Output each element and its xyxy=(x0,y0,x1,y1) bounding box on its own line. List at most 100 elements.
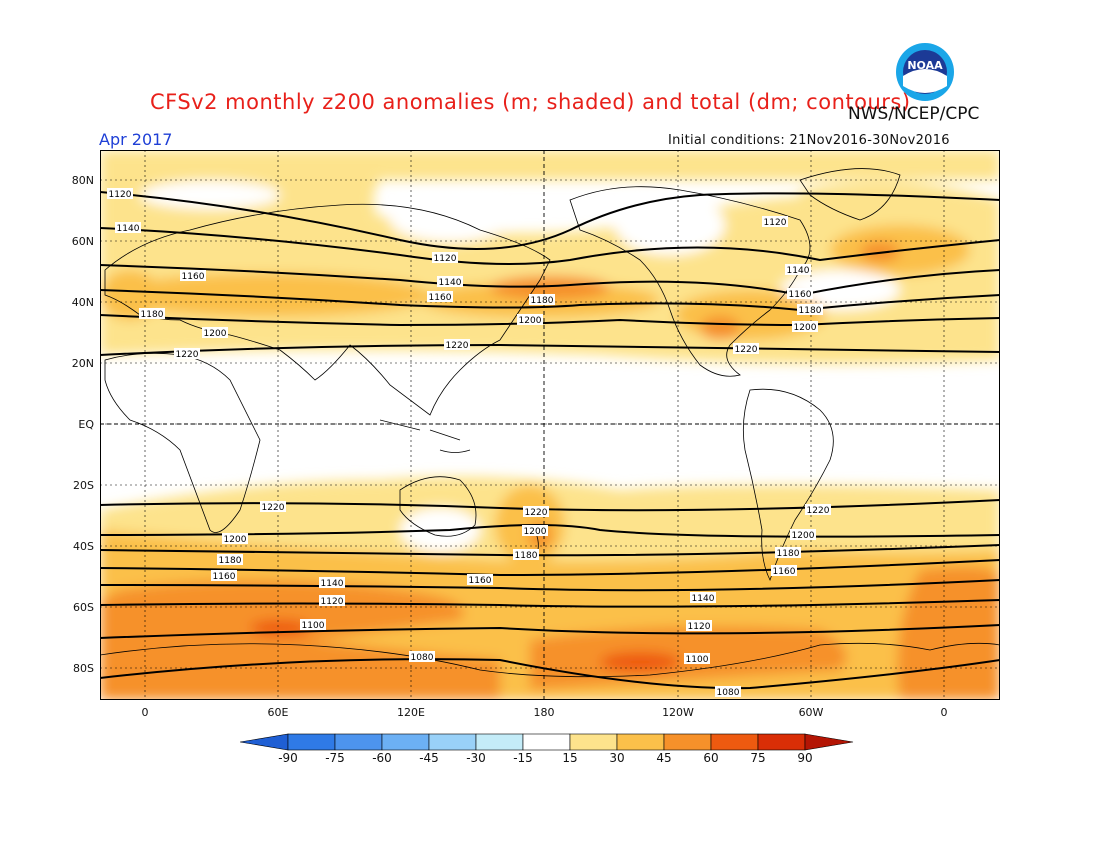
svg-text:1120: 1120 xyxy=(434,254,457,264)
contour-label: 1220 xyxy=(733,343,759,355)
svg-text:1100: 1100 xyxy=(686,655,709,665)
colorbar-segment xyxy=(522,733,571,751)
svg-text:1120: 1120 xyxy=(688,622,711,632)
australia-outline xyxy=(399,476,477,537)
colorbar-segment xyxy=(757,733,806,751)
contour-label: 1120 xyxy=(762,216,788,228)
svg-text:1160: 1160 xyxy=(469,576,492,586)
colorbar-label: -45 xyxy=(419,751,439,765)
initial-conditions: Initial conditions: 21Nov2016-30Nov2016 xyxy=(668,133,950,148)
contour-label: 1200 xyxy=(792,321,818,333)
contour-label: 1200 xyxy=(202,327,228,339)
svg-text:1220: 1220 xyxy=(446,341,469,351)
svg-text:1160: 1160 xyxy=(182,272,205,282)
svg-text:1140: 1140 xyxy=(439,278,462,288)
svg-text:1180: 1180 xyxy=(777,549,800,559)
svg-text:1120: 1120 xyxy=(109,190,132,200)
svg-text:1160: 1160 xyxy=(429,293,452,303)
colorbar-segment xyxy=(240,733,289,751)
contour-label: 1140 xyxy=(437,276,463,288)
contour-label: 1080 xyxy=(715,686,741,698)
colorbar-segments xyxy=(240,733,854,751)
colorbar-segment xyxy=(710,733,759,751)
africa-outline xyxy=(104,352,261,533)
lon-label: 60W xyxy=(798,706,824,719)
colorbar-segment xyxy=(334,733,383,751)
lon-label: 0 xyxy=(141,706,149,719)
svg-text:1220: 1220 xyxy=(735,345,758,355)
contour-label: 1100 xyxy=(300,619,326,631)
contour-label: 1180 xyxy=(775,547,801,559)
svg-text:1200: 1200 xyxy=(519,316,542,326)
colorbar-segment xyxy=(475,733,524,751)
colorbar xyxy=(240,733,854,751)
contour-label: 1220 xyxy=(523,506,549,518)
contour-label: 1100 xyxy=(684,653,710,665)
contour-label: 1160 xyxy=(211,570,237,582)
svg-text:1200: 1200 xyxy=(524,527,547,537)
contour-label: 1080 xyxy=(409,651,435,663)
contour-label: 1140 xyxy=(785,264,811,276)
contour-label: 1120 xyxy=(319,595,345,607)
contour-label: 1200 xyxy=(522,525,548,537)
contour-label: 1160 xyxy=(180,270,206,282)
colorbar-label: 75 xyxy=(750,751,766,765)
contour-label: 1160 xyxy=(427,291,453,303)
contour-label: 1200 xyxy=(790,529,816,541)
map-title: CFSv2 monthly z200 anomalies (m; shaded)… xyxy=(150,90,911,114)
svg-text:1100: 1100 xyxy=(302,621,325,631)
contour-label: 1220 xyxy=(260,501,286,513)
colorbar-label: 15 xyxy=(562,751,578,765)
lon-label: 60E xyxy=(267,706,289,719)
contour-label: 1160 xyxy=(771,565,797,577)
colorbar-segment xyxy=(381,733,430,751)
contour-label: 1220 xyxy=(444,339,470,351)
svg-text:1140: 1140 xyxy=(117,224,140,234)
svg-text:1160: 1160 xyxy=(789,290,812,300)
svg-text:1180: 1180 xyxy=(219,556,242,566)
lon-label: 0 xyxy=(940,706,948,719)
lat-label: EQ xyxy=(78,418,94,431)
map-frame xyxy=(100,150,1000,700)
colorbar-label: -30 xyxy=(466,751,486,765)
svg-text:1140: 1140 xyxy=(692,594,715,604)
contour-label: 1160 xyxy=(467,574,493,586)
svg-text:1200: 1200 xyxy=(792,531,815,541)
lon-label: 120E xyxy=(397,706,425,719)
svg-text:1200: 1200 xyxy=(224,535,247,545)
svg-text:1080: 1080 xyxy=(717,688,740,698)
contour-label: 1220 xyxy=(174,348,200,360)
lat-label: 60S xyxy=(73,601,94,614)
contour-labels: 1120 1120 1120 1140 1140 1140 1160 1160 … xyxy=(107,188,831,698)
contour-label: 1180 xyxy=(139,308,165,320)
contour-label: 1180 xyxy=(529,294,555,306)
colorbar-label: 90 xyxy=(797,751,813,765)
svg-text:1200: 1200 xyxy=(794,323,817,333)
svg-text:1140: 1140 xyxy=(321,579,344,589)
contour-label: 1200 xyxy=(517,314,543,326)
svg-text:1220: 1220 xyxy=(525,508,548,518)
contour-label: 1120 xyxy=(686,620,712,632)
svg-text:1160: 1160 xyxy=(773,567,796,577)
svg-text:1180: 1180 xyxy=(531,296,554,306)
colorbar-label: -75 xyxy=(325,751,345,765)
colorbar-label: -15 xyxy=(513,751,533,765)
height-contours xyxy=(100,191,1000,690)
contour-label: 1220 xyxy=(805,504,831,516)
colorbar-segment xyxy=(569,733,618,751)
colorbar-segment xyxy=(804,733,854,751)
colorbar-segment xyxy=(616,733,665,751)
lat-label: 80N xyxy=(71,174,94,187)
svg-text:1200: 1200 xyxy=(204,329,227,339)
agency-label: NWS/NCEP/CPC xyxy=(848,104,980,124)
noaa-logo-text: NOAA xyxy=(907,59,943,72)
svg-text:1180: 1180 xyxy=(799,306,822,316)
colorbar-label: 30 xyxy=(609,751,625,765)
svg-text:1160: 1160 xyxy=(213,572,236,582)
lat-label: 20N xyxy=(71,357,94,370)
lon-label: 180 xyxy=(533,706,555,719)
lat-label: 60N xyxy=(71,235,94,248)
contour-label: 1140 xyxy=(319,577,345,589)
colorbar-label: 45 xyxy=(656,751,672,765)
contour-label: 1120 xyxy=(107,188,133,200)
